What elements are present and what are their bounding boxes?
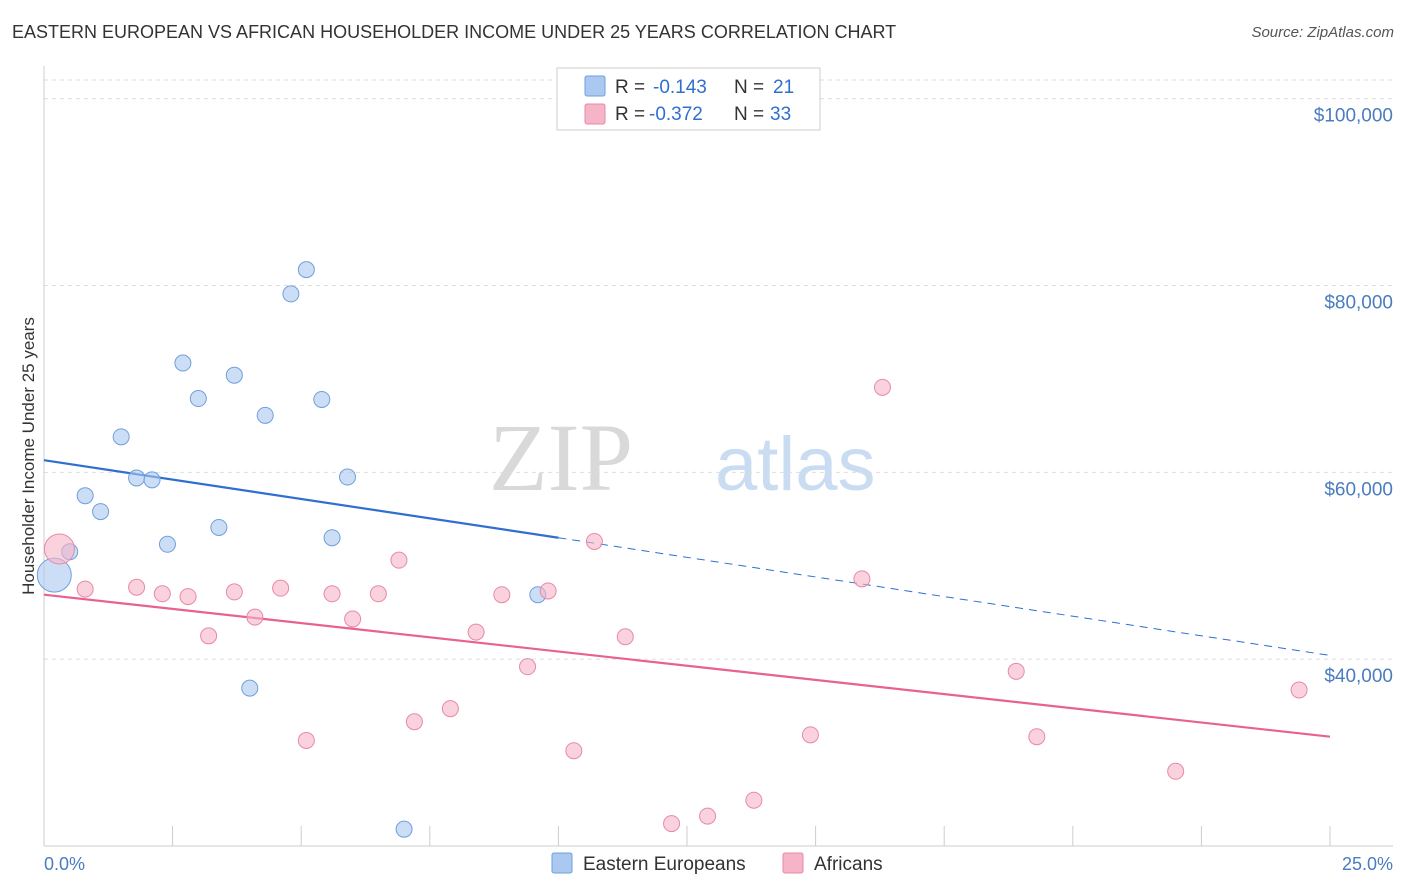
watermark-atlas: atlas xyxy=(715,422,876,507)
eastern-european-point-7 xyxy=(158,535,176,553)
eastern-european-point-10 xyxy=(210,518,228,536)
african-point-0 xyxy=(43,533,75,565)
african-point-13 xyxy=(390,551,408,569)
y-tick-label-80000: $80,000 xyxy=(1324,293,1393,314)
legend-swatch-africans xyxy=(584,103,606,125)
legend-n-label-2: N = xyxy=(734,104,764,125)
african-point-22 xyxy=(616,628,634,646)
african-point-6 xyxy=(225,583,243,601)
legend-n-label-1: N = xyxy=(734,77,764,98)
stats-legend: R = -0.143 N = 21 R = -0.372 N = 33 xyxy=(556,67,821,131)
eastern-european-point-19 xyxy=(395,820,413,838)
african-point-4 xyxy=(179,588,197,606)
african-point-21 xyxy=(585,532,603,550)
african-point-24 xyxy=(699,807,717,825)
african-point-14 xyxy=(405,713,423,731)
african-point-3 xyxy=(153,585,171,603)
eastern-european-point-15 xyxy=(297,261,315,279)
african-point-15 xyxy=(441,700,459,718)
african-point-12 xyxy=(369,585,387,603)
series-legend: Eastern Europeans Africans xyxy=(551,852,883,875)
legend-r-value-1: -0.143 xyxy=(653,77,707,98)
legend-swatch-eastern xyxy=(584,75,606,97)
african-point-20 xyxy=(565,742,583,760)
axes xyxy=(43,66,1393,847)
y-tick-label-40000: $40,000 xyxy=(1324,666,1393,687)
watermark-zip: ZIP xyxy=(489,404,633,511)
african-point-17 xyxy=(493,586,511,604)
trend-line-0 xyxy=(43,459,559,539)
african-point-32 xyxy=(1290,681,1308,699)
y-tick-label-60000: $60,000 xyxy=(1324,479,1393,500)
trend-line-extension-0 xyxy=(558,537,1331,656)
legend-n-value-1: 21 xyxy=(773,77,794,98)
eastern-european-point-12 xyxy=(241,679,259,697)
eastern-european-point-17 xyxy=(323,529,341,547)
african-point-26 xyxy=(801,726,819,744)
y-axis-label: Householder Income Under 25 years xyxy=(19,317,38,595)
legend-swatch-africans-bottom xyxy=(782,852,804,874)
african-point-30 xyxy=(1028,728,1046,746)
legend-r-value-2: -0.372 xyxy=(649,104,703,125)
eastern-european-point-16 xyxy=(313,390,331,408)
eastern-european-point-8 xyxy=(174,354,192,372)
chart-source: Source: ZipAtlas.com xyxy=(1251,24,1394,41)
african-point-25 xyxy=(745,791,763,809)
african-point-27 xyxy=(853,570,871,588)
african-point-10 xyxy=(323,585,341,603)
eastern-european-point-5 xyxy=(128,469,146,487)
data-points xyxy=(36,261,1308,838)
chart-title: EASTERN EUROPEAN VS AFRICAN HOUSEHOLDER … xyxy=(12,22,897,42)
trend-line-1 xyxy=(43,593,1331,738)
legend-swatch-eastern-europeans xyxy=(551,852,573,874)
eastern-european-point-6 xyxy=(143,471,161,489)
eastern-european-point-18 xyxy=(338,468,356,486)
african-point-1 xyxy=(76,580,94,598)
legend-r-label-2: R = xyxy=(615,104,645,125)
legend-r-label-1: R = xyxy=(615,77,645,98)
african-point-16 xyxy=(467,623,485,641)
y-tick-label-100000: $100,000 xyxy=(1314,106,1393,127)
african-point-5 xyxy=(200,627,218,645)
african-point-11 xyxy=(344,610,362,628)
african-point-29 xyxy=(1007,662,1025,680)
eastern-european-point-9 xyxy=(189,390,207,408)
legend-label-eastern-europeans: Eastern Europeans xyxy=(583,854,746,875)
y-tick-labels: $40,000 $60,000 $80,000 $100,000 xyxy=(1314,106,1393,687)
x-tick-label-max: 25.0% xyxy=(1342,854,1393,874)
eastern-european-point-2 xyxy=(76,487,94,505)
african-point-31 xyxy=(1167,762,1185,780)
eastern-european-point-3 xyxy=(92,503,110,521)
african-point-18 xyxy=(519,658,537,676)
eastern-european-point-4 xyxy=(112,428,130,446)
eastern-european-point-13 xyxy=(256,406,274,424)
legend-n-value-2: 33 xyxy=(770,104,791,125)
african-point-19 xyxy=(539,582,557,600)
x-tick-label-min: 0.0% xyxy=(44,854,85,874)
african-point-2 xyxy=(128,578,146,596)
african-point-9 xyxy=(297,731,315,749)
african-point-23 xyxy=(663,815,681,833)
eastern-european-point-14 xyxy=(282,285,300,303)
african-point-7 xyxy=(246,608,264,626)
african-point-28 xyxy=(873,378,891,396)
grid xyxy=(44,79,1393,660)
african-point-8 xyxy=(272,579,290,597)
legend-label-africans: Africans xyxy=(814,854,883,875)
eastern-european-point-11 xyxy=(225,366,243,384)
